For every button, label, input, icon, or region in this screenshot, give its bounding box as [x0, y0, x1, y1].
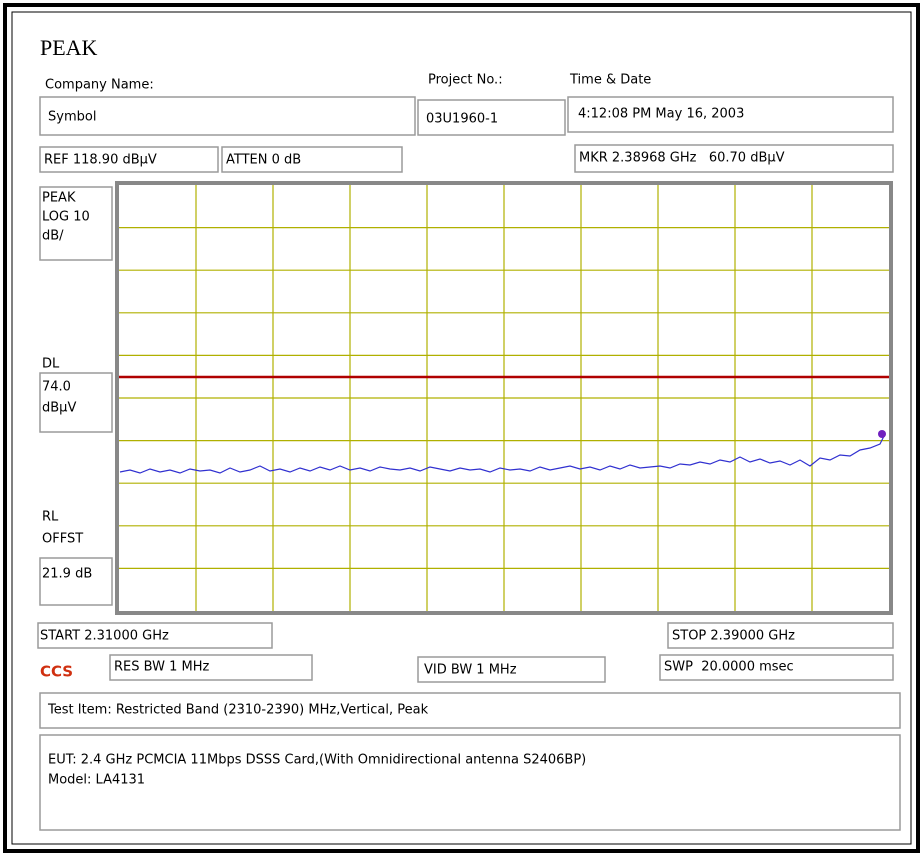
field: [567, 96, 894, 133]
value: Model: LA4131: [48, 773, 145, 788]
label: OFFST: [42, 532, 83, 547]
grid: [119, 185, 889, 611]
label: Project No.:: [428, 73, 503, 88]
field: [37, 622, 273, 649]
value: SWP 20.0000 msec: [664, 660, 794, 675]
value: Test Item: Restricted Band (2310-2390) M…: [47, 703, 429, 718]
value: MKR 2.38968 GHz 60.70 dBµV: [579, 151, 785, 166]
value: START 2.31000 GHz: [40, 629, 169, 644]
title: PEAK: [40, 35, 98, 60]
field: [109, 654, 313, 681]
value: 03U1960-1: [426, 112, 498, 127]
value: REF 118.90 dBµV: [44, 153, 157, 168]
field: [221, 146, 403, 173]
field: [659, 654, 894, 681]
plot: [115, 181, 893, 615]
field: [39, 692, 901, 729]
value: 4:12:08 PM May 16, 2003: [578, 107, 744, 122]
field: [39, 96, 416, 136]
value: ATTEN 0 dB: [226, 153, 301, 168]
logo: CCS: [40, 663, 73, 681]
marker: [878, 430, 886, 438]
value: RES BW 1 MHz: [114, 660, 209, 675]
value: Symbol: [48, 110, 96, 125]
value: EUT: 2.4 GHz PCMCIA 11Mbps DSSS Card,(Wi…: [48, 753, 586, 768]
field: [417, 99, 566, 136]
inner-border: [11, 11, 912, 845]
value: dBµV: [42, 401, 76, 416]
label: Company Name:: [45, 78, 154, 93]
field: [39, 372, 113, 433]
field: [39, 734, 901, 831]
label: DL: [42, 357, 60, 372]
value: LOG 10: [42, 210, 90, 225]
label: Time & Date: [569, 73, 651, 88]
field: [39, 186, 113, 261]
trace: [119, 435, 885, 474]
field: [667, 622, 894, 649]
value: VID BW 1 MHz: [424, 663, 517, 678]
field: [39, 146, 219, 173]
value: PEAK: [42, 191, 76, 206]
value: 74.0: [42, 380, 71, 395]
label: RL: [42, 510, 59, 525]
field: [417, 656, 606, 683]
value: 21.9 dB: [42, 567, 92, 582]
field: [39, 557, 113, 606]
value: dB/: [42, 229, 64, 244]
value: STOP 2.39000 GHz: [672, 629, 795, 644]
field: [574, 144, 894, 173]
